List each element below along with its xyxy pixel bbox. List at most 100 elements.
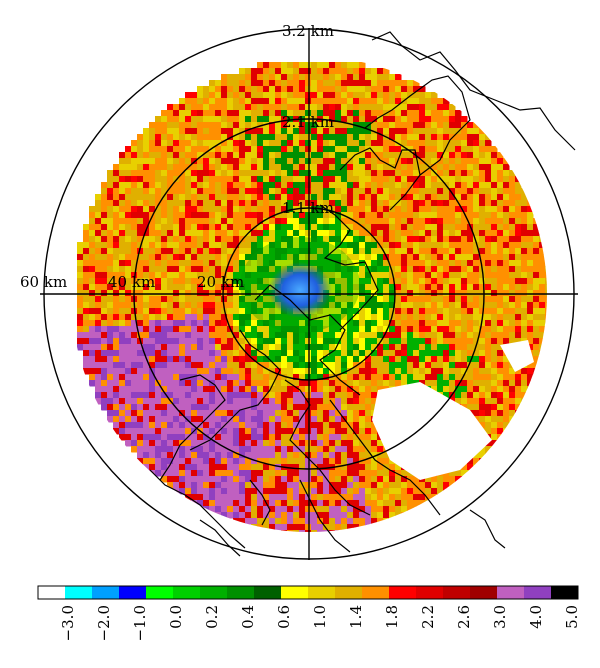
field-cell: [455, 308, 462, 315]
field-cell: [479, 236, 486, 243]
field-cell: [503, 368, 510, 375]
field-cell: [251, 386, 258, 393]
field-cell: [473, 284, 480, 291]
field-cell: [371, 242, 378, 249]
field-cell: [359, 182, 366, 189]
field-cell: [479, 254, 486, 261]
field-cell: [353, 386, 360, 393]
field-cell: [167, 236, 174, 243]
field-cell: [359, 296, 366, 303]
field-cell: [467, 374, 474, 381]
field-cell: [359, 110, 366, 117]
field-cell: [341, 392, 348, 399]
field-cell: [317, 146, 324, 153]
field-cell: [155, 362, 162, 369]
field-cell: [239, 410, 246, 417]
field-cell: [455, 140, 462, 147]
field-cell: [413, 374, 420, 381]
field-cell: [539, 260, 546, 267]
field-cell: [209, 242, 216, 249]
field-cell: [401, 224, 408, 231]
field-cell: [431, 230, 438, 237]
field-cell: [329, 488, 336, 495]
field-cell: [293, 110, 300, 117]
field-cell: [239, 80, 246, 87]
field-cell: [233, 488, 240, 495]
field-cell: [293, 170, 300, 177]
field-cell: [269, 446, 276, 453]
field-cell: [509, 296, 516, 303]
field-cell: [413, 128, 420, 135]
field-cell: [479, 410, 486, 417]
field-cell: [275, 236, 282, 243]
field-cell: [419, 380, 426, 387]
field-cell: [341, 206, 348, 213]
field-cell: [95, 212, 102, 219]
field-cell: [521, 278, 528, 285]
field-cell: [317, 326, 324, 333]
field-cell: [179, 470, 186, 477]
field-cell: [395, 80, 402, 87]
field-cell: [341, 422, 348, 429]
field-cell: [527, 302, 534, 309]
field-cell: [491, 392, 498, 399]
field-cell: [395, 194, 402, 201]
field-cell: [329, 128, 336, 135]
field-cell: [419, 134, 426, 141]
field-cell: [317, 464, 324, 471]
field-cell: [113, 170, 120, 177]
field-cell: [269, 350, 276, 357]
field-cell: [245, 164, 252, 171]
field-cell: [359, 380, 366, 387]
field-cell: [413, 146, 420, 153]
field-cell: [263, 260, 270, 267]
field-cell: [221, 104, 228, 111]
field-cell: [365, 452, 372, 459]
field-cell: [335, 212, 342, 219]
field-cell: [407, 146, 414, 153]
field-cell: [209, 188, 216, 195]
field-cell: [143, 224, 150, 231]
field-cell: [233, 344, 240, 351]
field-cell: [311, 224, 318, 231]
field-cell: [83, 344, 90, 351]
field-cell: [83, 362, 90, 369]
field-cell: [503, 332, 510, 339]
field-cell: [299, 500, 306, 507]
field-cell: [539, 236, 546, 243]
field-cell: [113, 374, 120, 381]
field-cell: [347, 194, 354, 201]
field-cell: [383, 506, 390, 513]
field-cell: [365, 68, 372, 75]
field-cell: [341, 296, 348, 303]
field-cell: [215, 116, 222, 123]
field-cell: [293, 152, 300, 159]
field-cell: [395, 134, 402, 141]
field-cell: [143, 446, 150, 453]
field-cell: [473, 368, 480, 375]
field-cell: [233, 422, 240, 429]
field-cell: [203, 248, 210, 255]
field-cell: [161, 326, 168, 333]
field-cell: [257, 500, 264, 507]
field-cell: [329, 218, 336, 225]
field-cell: [185, 458, 192, 465]
field-cell: [335, 518, 342, 525]
field-cell: [497, 182, 504, 189]
field-cell: [251, 218, 258, 225]
field-cell: [287, 146, 294, 153]
field-cell: [293, 476, 300, 483]
field-cell: [161, 224, 168, 231]
field-cell: [503, 272, 510, 279]
field-cell: [311, 494, 318, 501]
field-cell: [317, 458, 324, 465]
field-cell: [389, 140, 396, 147]
field-cell: [125, 326, 132, 333]
field-cell: [113, 404, 120, 411]
field-cell: [245, 512, 252, 519]
field-cell: [197, 308, 204, 315]
field-cell: [209, 110, 216, 117]
field-cell: [95, 302, 102, 309]
field-cell: [437, 338, 444, 345]
field-cell: [215, 110, 222, 117]
